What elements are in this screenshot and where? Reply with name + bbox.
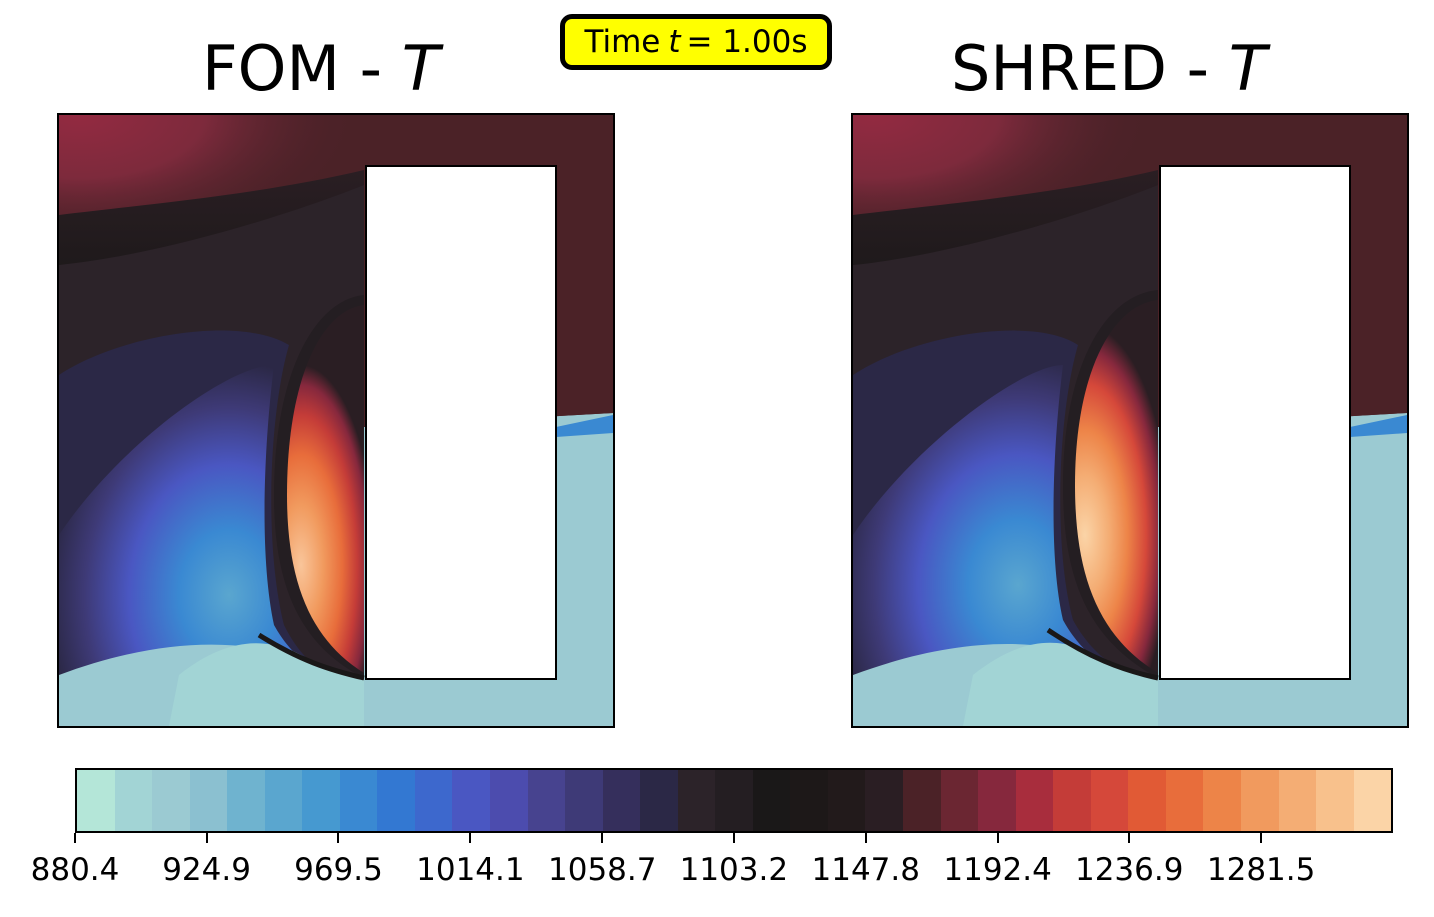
colorbar-level: [264, 770, 303, 831]
colorbar-level: [339, 770, 378, 831]
colorbar-level: [978, 770, 1016, 831]
time-symbol: t: [668, 24, 681, 60]
fom-title-text: FOM -: [202, 32, 402, 105]
colorbar-level: [77, 770, 115, 831]
colorbar-tick-label: 1014.1: [416, 852, 525, 888]
colorbar-tick: [601, 833, 604, 843]
colorbar-level: [827, 770, 866, 831]
colorbar-level: [1053, 770, 1091, 831]
colorbar-level: [189, 770, 228, 831]
colorbar-tick: [205, 833, 208, 843]
colorbar-level: [752, 770, 791, 831]
shred-temperature-heatmap: [851, 113, 1409, 728]
colorbar-tick-label: 1281.5: [1206, 852, 1316, 888]
colorbar-tick-label: 1147.8: [811, 852, 920, 888]
fom-temperature-heatmap: [57, 113, 615, 728]
colorbar-level: [790, 770, 828, 831]
colorbar-tick-label: 924.9: [162, 852, 251, 888]
colorbar-tick-label: 1058.7: [548, 852, 657, 888]
time-badge: Time t = 1.00s: [560, 14, 832, 70]
colorbar-level: [940, 770, 979, 831]
colorbar-level: [1203, 770, 1241, 831]
colorbar-level: [452, 770, 491, 831]
colorbar-tick: [74, 833, 76, 843]
shred-panel-title: SHRED - T: [951, 38, 1267, 100]
colorbar-level: [1128, 770, 1166, 831]
colorbar-tick: [1260, 833, 1263, 843]
colorbar-level: [114, 770, 153, 831]
colorbar-level: [677, 770, 716, 831]
time-value: = 1.00s: [686, 24, 808, 60]
colorbar-level: [903, 770, 941, 831]
colorbar-tick: [1128, 833, 1131, 843]
colorbar-level: [227, 770, 265, 831]
colorbar-tick-label: 1192.4: [943, 852, 1052, 888]
colorbar-level: [1015, 770, 1054, 831]
colorbar-level: [1316, 770, 1354, 831]
colorbar-tick: [732, 833, 735, 843]
colorbar-level: [490, 770, 528, 831]
shred-title-symbol: T: [1228, 32, 1267, 105]
colorbar-level: [865, 770, 904, 831]
colorbar-level: [640, 770, 678, 831]
colorbar-level: [715, 770, 753, 831]
colorbar-level: [1278, 770, 1317, 831]
colorbar-level: [1090, 770, 1129, 831]
colorbar-tick: [337, 833, 340, 843]
colorbar: [75, 768, 1393, 833]
fom-title-symbol: T: [401, 32, 440, 105]
colorbar-level: [1240, 770, 1279, 831]
colorbar-level: [377, 770, 415, 831]
time-prefix: Time: [584, 24, 661, 60]
shred-title-text: SHRED -: [951, 32, 1229, 105]
colorbar-level: [602, 770, 641, 831]
colorbar-level: [527, 770, 566, 831]
fom-panel-title: FOM - T: [202, 38, 440, 100]
colorbar-tick: [469, 833, 472, 843]
colorbar-level: [1353, 770, 1391, 831]
colorbar-strip: [77, 770, 1391, 831]
colorbar-level: [565, 770, 603, 831]
colorbar-tick: [996, 833, 999, 843]
colorbar-tick-label: 1236.9: [1074, 852, 1184, 888]
colorbar-tick-label: 1103.2: [679, 852, 789, 888]
colorbar-level: [1165, 770, 1204, 831]
colorbar-tick-label: 969.5: [294, 852, 383, 888]
colorbar-level: [152, 770, 190, 831]
colorbar-level: [414, 770, 453, 831]
colorbar-tick-label: 880.4: [30, 852, 120, 888]
colorbar-tick: [864, 833, 867, 843]
colorbar-level: [302, 770, 340, 831]
